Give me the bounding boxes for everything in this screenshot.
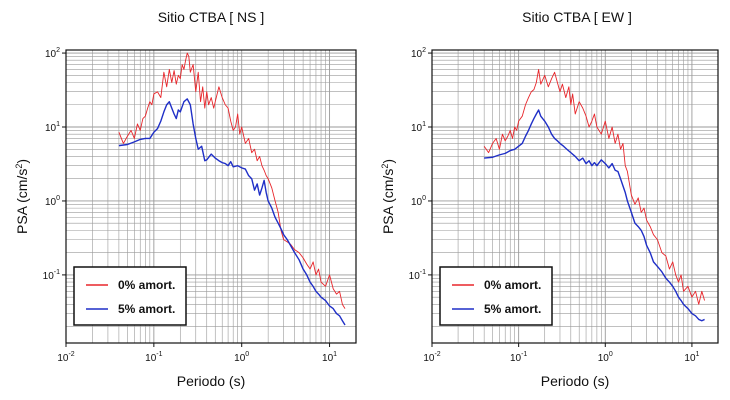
y-tick-label: 10-1 — [43, 269, 60, 282]
legend-box — [73, 266, 187, 326]
series-line-undamped — [118, 52, 346, 309]
chart-title: Sitio CTBA [ EW ] — [522, 9, 632, 25]
x-tick-label: 100 — [234, 351, 249, 364]
y-tick-label: 102 — [45, 47, 60, 60]
x-tick-label: 10-1 — [510, 351, 527, 364]
x-axis-label: Periodo (s) — [177, 373, 245, 389]
chart-panel-0: Sitio CTBA [ NS ] 10-2 10-1 100 101 10-1 100 10… — [14, 9, 357, 389]
chart-panel-1: Sitio CTBA [ EW ] 10-2 10-1 100 101 10-1 100 10… — [380, 9, 719, 389]
legend-box — [439, 266, 553, 326]
chart-title: Sitio CTBA [ NS ] — [158, 9, 265, 25]
legend: 0% amort. 5% amort. — [439, 266, 553, 326]
series-line-damped — [118, 98, 346, 326]
series-line-undamped — [483, 69, 706, 305]
y-tick-label: 100 — [45, 195, 60, 208]
y-tick-label: 10-1 — [409, 269, 426, 282]
plot-frame — [431, 49, 719, 344]
y-tick-label: 101 — [411, 121, 426, 134]
y-axis-label: PSA (cm/s2) — [380, 159, 396, 234]
plot-frame — [65, 49, 357, 344]
x-tick-label: 10-2 — [423, 351, 440, 364]
x-tick-label: 10-2 — [57, 351, 74, 364]
x-tick-label: 101 — [322, 351, 337, 364]
y-tick-label: 100 — [411, 195, 426, 208]
legend-label: 0% amort. — [484, 278, 541, 292]
series-line-damped — [484, 109, 705, 322]
x-axis-label: Periodo (s) — [541, 373, 609, 389]
y-axis-label: PSA (cm/s2) — [14, 159, 30, 234]
x-tick-label: 100 — [598, 351, 613, 364]
legend-label: 0% amort. — [118, 278, 175, 292]
legend: 0% amort. 5% amort. — [73, 266, 187, 326]
y-tick-label: 101 — [45, 121, 60, 134]
y-tick-label: 102 — [411, 47, 426, 60]
x-tick-label: 101 — [684, 351, 699, 364]
grid-lines — [65, 50, 357, 343]
grid-lines — [431, 50, 719, 343]
x-tick-label: 10-1 — [145, 351, 162, 364]
legend-label: 5% amort. — [118, 302, 175, 316]
legend-label: 5% amort. — [484, 302, 541, 316]
